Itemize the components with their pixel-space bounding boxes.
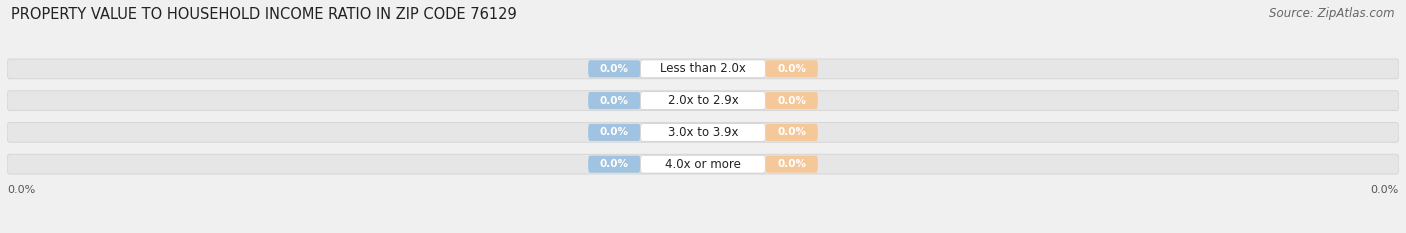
FancyBboxPatch shape	[7, 154, 1399, 174]
Text: 0.0%: 0.0%	[778, 64, 806, 74]
FancyBboxPatch shape	[7, 123, 1399, 142]
Text: 0.0%: 0.0%	[600, 127, 628, 137]
FancyBboxPatch shape	[766, 124, 818, 141]
Text: 3.0x to 3.9x: 3.0x to 3.9x	[668, 126, 738, 139]
FancyBboxPatch shape	[588, 156, 640, 173]
FancyBboxPatch shape	[640, 155, 766, 173]
Text: 0.0%: 0.0%	[778, 159, 806, 169]
Text: 2.0x to 2.9x: 2.0x to 2.9x	[668, 94, 738, 107]
FancyBboxPatch shape	[766, 156, 818, 173]
FancyBboxPatch shape	[766, 60, 818, 77]
FancyBboxPatch shape	[588, 124, 640, 141]
Text: 0.0%: 0.0%	[600, 64, 628, 74]
Text: 0.0%: 0.0%	[778, 96, 806, 106]
Text: 4.0x or more: 4.0x or more	[665, 158, 741, 171]
Text: PROPERTY VALUE TO HOUSEHOLD INCOME RATIO IN ZIP CODE 76129: PROPERTY VALUE TO HOUSEHOLD INCOME RATIO…	[11, 7, 517, 22]
Text: Less than 2.0x: Less than 2.0x	[659, 62, 747, 75]
FancyBboxPatch shape	[640, 60, 766, 78]
Text: 0.0%: 0.0%	[1371, 185, 1399, 195]
FancyBboxPatch shape	[7, 59, 1399, 79]
FancyBboxPatch shape	[640, 92, 766, 110]
Text: 0.0%: 0.0%	[7, 185, 35, 195]
FancyBboxPatch shape	[588, 60, 640, 77]
Text: 0.0%: 0.0%	[600, 96, 628, 106]
FancyBboxPatch shape	[766, 92, 818, 109]
FancyBboxPatch shape	[640, 123, 766, 141]
Text: Source: ZipAtlas.com: Source: ZipAtlas.com	[1270, 7, 1395, 20]
Text: 0.0%: 0.0%	[600, 159, 628, 169]
FancyBboxPatch shape	[588, 92, 640, 109]
Text: 0.0%: 0.0%	[778, 127, 806, 137]
FancyBboxPatch shape	[7, 91, 1399, 110]
